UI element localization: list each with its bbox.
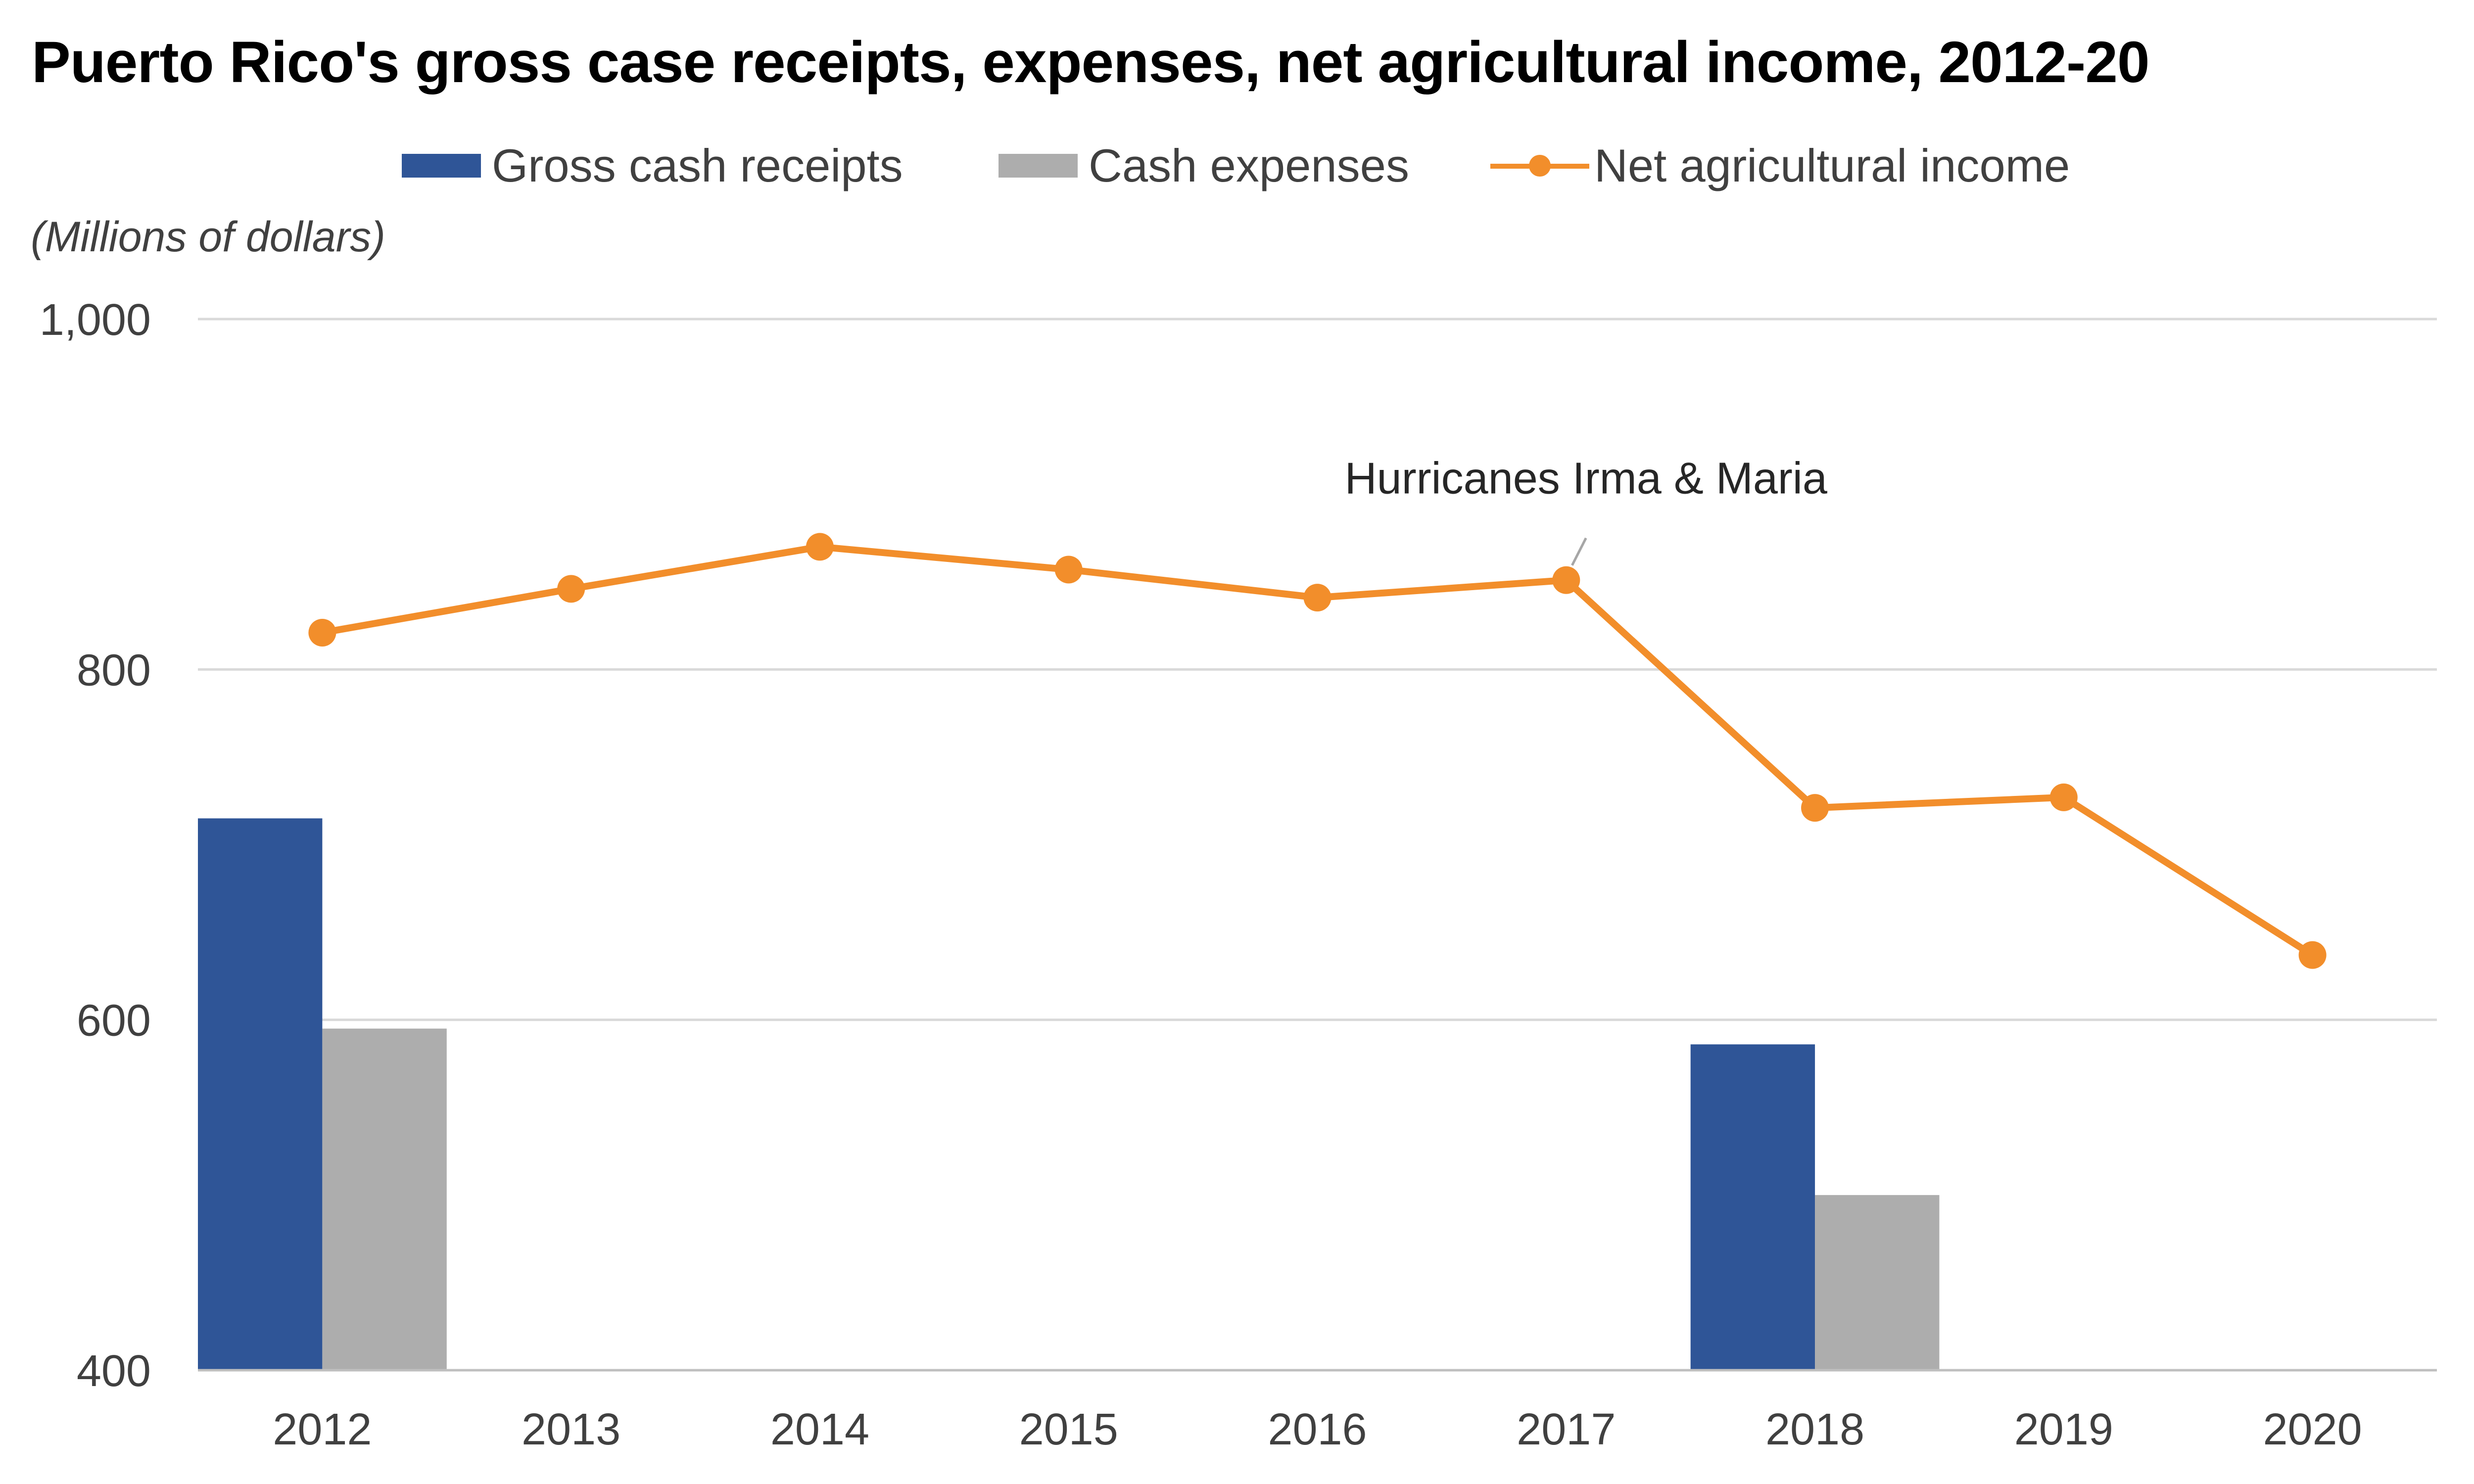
bar-gross-cash-receipts-2012 (198, 818, 323, 1370)
point-net-agricultural-income-2018 (1801, 794, 1829, 822)
bar-gross-cash-receipts-2018 (1690, 1044, 1815, 1370)
legend: Gross cash receipts Cash expenses Net ag… (0, 134, 2474, 198)
x-tick-label-2016: 2016 (1268, 1405, 1367, 1454)
y-tick-label-800: 800 (77, 646, 151, 695)
y-axis-unit-label: (Millions of dollars) (31, 213, 385, 261)
point-net-agricultural-income-2016 (1303, 584, 1332, 612)
y-tick-label-1-000: 1,000 (40, 295, 151, 345)
x-tick-label-2013: 2013 (522, 1405, 620, 1454)
bar-cash-expenses-2018 (1815, 1195, 1940, 1370)
point-net-agricultural-income-2015 (1054, 556, 1083, 584)
legend-label-net-agricultural-income: Net agricultural income (1594, 139, 2070, 191)
x-tick-label-2020: 2020 (2263, 1405, 2362, 1454)
x-tick-label-2015: 2015 (1019, 1405, 1118, 1454)
legend-swatch-cash-expenses (999, 154, 1078, 178)
point-net-agricultural-income-2014 (806, 533, 834, 561)
annotation-leader-line (1571, 537, 1587, 566)
legend-label-gross-cash-receipts: Gross cash receipts (492, 139, 903, 191)
legend-item-net-agricultural-income[interactable]: Net agricultural income (1490, 134, 2070, 198)
x-tick-label-2012: 2012 (273, 1405, 372, 1454)
point-net-agricultural-income-2012 (308, 618, 336, 647)
x-tick-label-2017: 2017 (1517, 1405, 1616, 1454)
point-net-agricultural-income-2013 (557, 575, 585, 603)
y-tick-label-400: 400 (77, 1346, 151, 1396)
legend-item-cash-expenses[interactable]: Cash expenses (999, 134, 1409, 198)
point-net-agricultural-income-2020 (2298, 941, 2327, 969)
chart-title: Puerto Rico's gross case receipts, expen… (32, 30, 2150, 95)
x-tick-label-2018: 2018 (1765, 1405, 1864, 1454)
y-tick-label-600: 600 (77, 996, 151, 1046)
point-net-agricultural-income-2019 (2049, 783, 2078, 811)
legend-item-gross-cash-receipts[interactable]: Gross cash receipts (402, 134, 903, 198)
x-tick-label-2014: 2014 (770, 1405, 869, 1454)
annotation-hurricanes-irma-maria: Hurricanes Irma & Maria (1345, 454, 1828, 504)
x-tick-label-2019: 2019 (2014, 1405, 2113, 1454)
legend-label-cash-expenses: Cash expenses (1089, 139, 1409, 191)
legend-swatch-gross-cash-receipts (402, 154, 481, 178)
bar-cash-expenses-2012 (322, 1028, 447, 1370)
point-net-agricultural-income-2017 (1552, 566, 1580, 594)
legend-swatch-net-agricultural-income (1490, 154, 1589, 178)
